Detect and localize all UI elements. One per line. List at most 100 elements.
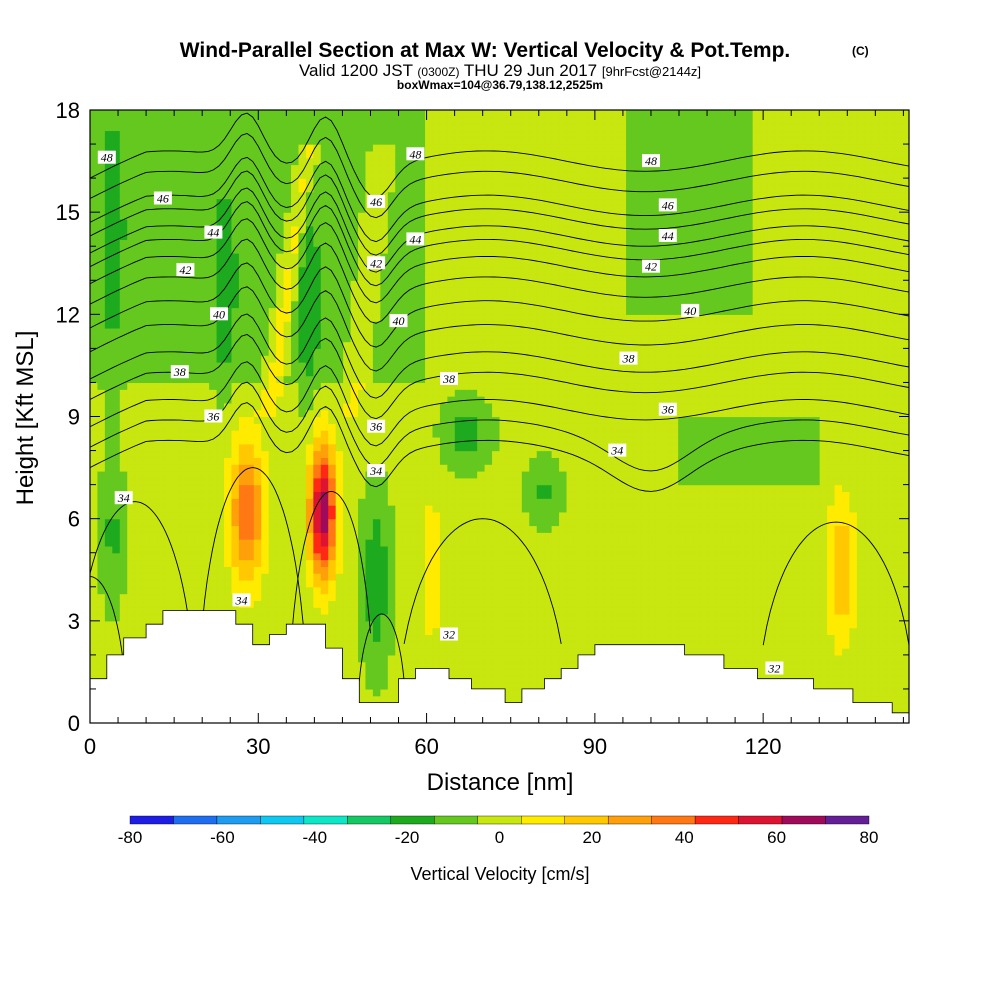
w-cell bbox=[90, 116, 99, 125]
w-cell bbox=[238, 287, 247, 295]
w-cell bbox=[291, 212, 300, 220]
w-cell bbox=[201, 491, 210, 499]
w-cell bbox=[238, 532, 247, 540]
w-cell bbox=[477, 593, 486, 601]
w-cell bbox=[283, 362, 292, 370]
w-cell bbox=[439, 164, 448, 172]
w-cell bbox=[492, 389, 501, 397]
w-cell bbox=[350, 600, 359, 608]
w-cell bbox=[380, 607, 389, 615]
w-cell bbox=[320, 212, 329, 220]
w-cell bbox=[305, 586, 314, 595]
w-cell bbox=[305, 470, 314, 479]
w-cell bbox=[142, 116, 151, 125]
w-cell bbox=[171, 123, 180, 132]
w-cell bbox=[171, 341, 180, 349]
w-cell bbox=[365, 654, 374, 663]
w-cell bbox=[365, 682, 374, 690]
w-cell bbox=[142, 362, 151, 370]
w-cell bbox=[90, 573, 99, 581]
w-cell bbox=[90, 579, 99, 588]
w-cell bbox=[119, 123, 128, 132]
w-cell bbox=[246, 164, 255, 172]
w-cell bbox=[492, 661, 501, 670]
w-cell bbox=[447, 539, 456, 547]
w-cell bbox=[365, 518, 374, 527]
w-cell bbox=[335, 409, 344, 418]
w-cell bbox=[350, 593, 359, 601]
w-cell bbox=[328, 579, 337, 588]
w-cell bbox=[112, 457, 121, 465]
w-cell bbox=[477, 137, 486, 145]
w-cell bbox=[291, 402, 300, 411]
w-cell bbox=[253, 307, 262, 315]
w-cell bbox=[335, 362, 344, 370]
w-cell bbox=[179, 532, 188, 540]
w-cell bbox=[358, 477, 367, 486]
w-cell bbox=[395, 436, 404, 445]
w-cell bbox=[134, 341, 143, 349]
w-cell bbox=[365, 430, 374, 438]
w-cell bbox=[149, 559, 158, 567]
w-cell bbox=[350, 484, 359, 493]
w-cell bbox=[194, 178, 203, 186]
w-cell bbox=[164, 423, 173, 431]
w-cell bbox=[358, 184, 367, 193]
w-cell bbox=[417, 300, 426, 309]
w-cell bbox=[231, 157, 240, 166]
w-cell bbox=[194, 559, 203, 567]
w-cell bbox=[142, 246, 151, 254]
w-cell bbox=[171, 212, 180, 220]
w-cell bbox=[194, 157, 203, 166]
w-cell bbox=[484, 178, 493, 186]
w-cell bbox=[171, 314, 180, 322]
w-cell bbox=[104, 627, 113, 636]
w-cell bbox=[499, 491, 508, 499]
w-cell bbox=[201, 402, 210, 411]
w-cell bbox=[328, 470, 337, 479]
w-cell bbox=[298, 137, 307, 145]
w-cell bbox=[402, 498, 411, 506]
w-cell bbox=[484, 525, 493, 533]
w-cell bbox=[328, 600, 337, 608]
w-cell bbox=[484, 327, 493, 336]
w-cell bbox=[358, 695, 367, 704]
w-cell bbox=[454, 464, 463, 472]
w-cell bbox=[380, 484, 389, 493]
w-cell bbox=[350, 450, 359, 458]
w-cell bbox=[328, 627, 337, 636]
w-cell bbox=[276, 484, 285, 493]
w-cell bbox=[112, 348, 121, 356]
w-cell bbox=[462, 600, 471, 608]
w-cell bbox=[298, 116, 307, 125]
w-cell bbox=[439, 110, 448, 118]
w-cell bbox=[261, 484, 270, 493]
w-cell bbox=[387, 144, 396, 152]
w-cell bbox=[439, 321, 448, 329]
w-cell bbox=[283, 327, 292, 336]
w-cell bbox=[462, 579, 471, 588]
w-cell bbox=[90, 341, 99, 349]
w-cell bbox=[372, 661, 381, 670]
w-cell bbox=[276, 116, 285, 125]
w-cell bbox=[253, 525, 262, 533]
w-cell bbox=[358, 539, 367, 547]
w-cell bbox=[350, 648, 359, 656]
w-cell bbox=[119, 484, 128, 493]
w-cell bbox=[432, 110, 441, 118]
w-cell bbox=[216, 116, 225, 125]
w-cell bbox=[328, 355, 337, 363]
w-cell bbox=[90, 321, 99, 329]
w-cell bbox=[231, 484, 240, 493]
w-cell bbox=[343, 327, 352, 336]
w-cell bbox=[484, 586, 493, 595]
w-cell bbox=[417, 334, 426, 343]
w-cell bbox=[365, 695, 374, 704]
w-cell bbox=[261, 355, 270, 363]
w-cell bbox=[305, 464, 314, 472]
w-cell bbox=[380, 212, 389, 220]
w-cell bbox=[186, 123, 195, 132]
w-cell bbox=[417, 545, 426, 554]
w-cell bbox=[253, 130, 262, 138]
w-cell bbox=[104, 573, 113, 581]
